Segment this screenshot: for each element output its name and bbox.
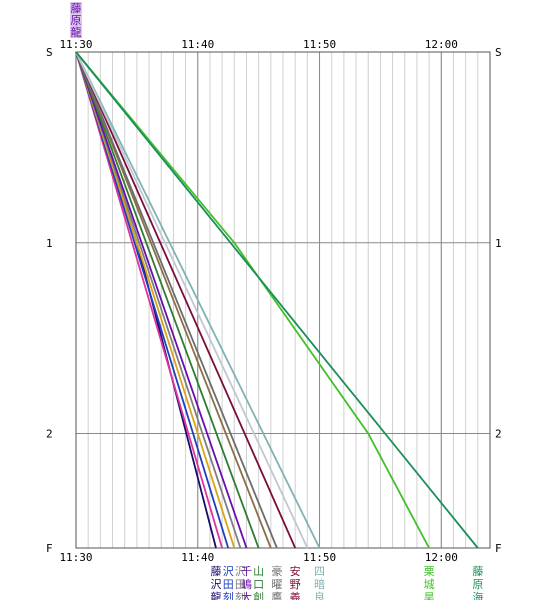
series-label-char: 藤 [211,565,222,578]
series-label-char: 城 [424,578,435,591]
x-tick-label-bottom: 12:00 [425,551,458,564]
x-tick-label-top: 12:00 [425,38,458,51]
series-line [75,51,272,549]
series-line [75,51,223,549]
series-label-char: 沢 [223,564,234,578]
top-label-char: 藤 [71,2,82,15]
series-line [75,51,297,549]
y-tick-label-left: 1 [46,237,53,250]
series-line [75,51,260,549]
series-label-char: 野 [290,578,301,591]
y-tick-label-left: F [46,542,53,555]
series-label-char: 刻 [223,590,234,600]
x-tick-label-top: 11:50 [303,38,336,51]
x-tick-label-bottom: 11:50 [303,551,336,564]
series-label-char: 豪 [271,564,282,578]
series-label-char: 義 [290,590,301,600]
series-line [75,51,248,549]
top-label-char: 龍 [71,25,82,39]
y-tick-label-right: S [495,46,502,59]
series-label-char: 田 [235,578,246,591]
top-label-char: 原 [71,14,82,27]
series-lines [75,51,479,549]
series-label-char: 田 [223,578,234,591]
series-label-char: 良 [314,590,325,600]
plot-frame [75,51,491,549]
series-label-char: 龍 [211,590,222,600]
series-label-char: 沢 [235,564,246,578]
series-label-char: 原 [472,578,483,591]
x-tick-label-top: 11:30 [59,38,92,51]
series-label-char: 藤 [472,565,483,578]
series-label-char: 創 [253,590,264,600]
series-label-char: 山 [253,565,264,578]
y-tick-label-right: F [495,542,502,555]
plot-border [75,51,491,549]
top-label-bg [70,2,82,14]
series-label-char: 安 [290,564,301,578]
series-label-char: 沢 [211,577,222,591]
series-line [75,51,236,549]
x-tick-label-bottom: 11:40 [181,551,214,564]
x-tick-label-top: 11:40 [181,38,214,51]
top-label-column: 藤原龍 [70,2,82,39]
series-label-char: 曜 [271,578,282,591]
series-line [75,51,278,549]
y-tick-label-left: S [46,46,53,59]
series-label-char: 海 [472,590,483,600]
y-tick-label-left: 2 [46,428,53,441]
x-tick-label-bottom: 11:30 [59,551,92,564]
top-label-bg [70,14,82,26]
series-line [75,51,230,549]
series-label-char: 口 [253,578,264,591]
series-label-char: 四 [314,565,325,578]
axis-tick-labels: 11:30 11:30 11:40 11:40 11:50 11:50 12:00 12:00… [46,38,502,564]
series-label-char: 大 [241,590,252,600]
series-line [75,51,309,549]
series-line [75,51,479,549]
y-tick-label-right: 1 [495,237,502,250]
series-label-char: 刻 [235,590,246,600]
y-tick-label-right: 2 [495,428,502,441]
series-line [75,51,242,549]
series-label-char: 鷹 [271,590,282,600]
series-line [75,51,321,549]
series-label-char: 暗 [314,577,325,591]
top-label-bg [70,26,82,38]
series-label-char: 栗 [424,565,435,578]
series-line [75,51,430,549]
series-label-char: 昊 [424,591,435,600]
minor-grid [75,52,491,548]
series-label-char: 千 [241,565,252,578]
series-label-char: 嶋 [241,577,252,591]
